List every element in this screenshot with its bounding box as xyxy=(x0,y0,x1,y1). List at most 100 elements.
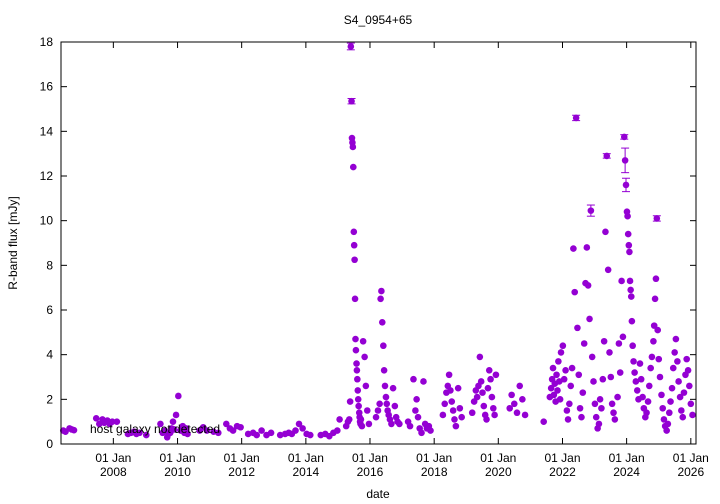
data-point xyxy=(427,427,434,434)
data-point xyxy=(480,402,488,410)
data-point xyxy=(683,355,690,363)
data-point xyxy=(357,416,365,423)
data-point xyxy=(615,340,623,347)
data-point xyxy=(476,353,484,361)
data-point xyxy=(560,375,568,383)
data-point xyxy=(675,378,682,385)
data-point xyxy=(142,431,150,439)
data-point xyxy=(632,378,640,385)
data-point xyxy=(184,430,191,438)
data-point xyxy=(383,400,391,408)
chart-annotation: host galaxy not detected xyxy=(90,422,220,436)
data-point xyxy=(616,369,624,376)
x-tick-label-year: 2010 xyxy=(164,465,191,479)
data-point xyxy=(477,378,485,385)
data-point xyxy=(553,371,560,379)
data-point xyxy=(483,416,490,423)
data-point xyxy=(513,409,521,417)
data-point xyxy=(222,420,230,428)
data-point xyxy=(626,248,633,256)
data-point xyxy=(672,335,680,343)
y-tick-label: 10 xyxy=(40,214,54,228)
x-tick-label-year: 2024 xyxy=(613,465,640,479)
data-point xyxy=(584,282,592,289)
data-point xyxy=(687,400,695,408)
data-point xyxy=(157,420,164,428)
data-point xyxy=(600,337,608,345)
x-tick-label-year: 2018 xyxy=(421,465,448,479)
data-point xyxy=(229,427,237,434)
data-point xyxy=(458,413,465,421)
x-tick-label-day: 01 Jan xyxy=(288,451,324,465)
x-tick-label-day: 01 Jan xyxy=(160,451,196,465)
data-point xyxy=(684,367,692,374)
data-point xyxy=(676,393,684,401)
data-point xyxy=(686,382,693,390)
data-point xyxy=(631,369,638,376)
data-point xyxy=(354,396,362,403)
data-point xyxy=(354,375,361,383)
data-point xyxy=(659,404,667,412)
data-point xyxy=(510,400,518,408)
data-point xyxy=(336,416,343,423)
data-point xyxy=(414,413,422,421)
data-point xyxy=(358,422,366,430)
data-point xyxy=(658,391,665,399)
data-point xyxy=(349,143,357,151)
data-point xyxy=(381,382,389,390)
data-point xyxy=(488,393,496,401)
data-point xyxy=(648,353,656,361)
data-point xyxy=(671,349,678,356)
data-point xyxy=(566,400,573,408)
data-point xyxy=(388,420,395,428)
data-point xyxy=(583,244,591,251)
data-point xyxy=(564,416,572,423)
data-point xyxy=(347,43,355,50)
data-point xyxy=(352,346,360,354)
data-point xyxy=(295,420,303,428)
data-point xyxy=(576,404,584,412)
x-tick-label-year: 2020 xyxy=(485,465,512,479)
data-point xyxy=(485,367,493,374)
data-point xyxy=(680,389,688,396)
data-point xyxy=(652,275,660,283)
data-point xyxy=(607,373,615,381)
data-point xyxy=(456,404,464,412)
data-point xyxy=(654,326,662,334)
data-point xyxy=(484,384,492,392)
data-point xyxy=(413,396,420,403)
x-tick-label-day: 01 Jan xyxy=(544,451,580,465)
data-points xyxy=(59,42,696,441)
data-point xyxy=(353,367,361,374)
data-point xyxy=(644,398,652,405)
data-point xyxy=(258,427,265,434)
data-point xyxy=(519,396,526,403)
data-point xyxy=(108,418,116,425)
data-point xyxy=(355,402,362,410)
data-point xyxy=(237,423,244,431)
data-point xyxy=(588,353,596,361)
data-point xyxy=(578,413,585,421)
y-tick-label: 0 xyxy=(46,437,53,451)
data-point xyxy=(626,277,634,285)
data-point xyxy=(554,387,561,394)
data-point xyxy=(489,404,497,412)
data-point xyxy=(451,416,458,423)
data-point xyxy=(391,402,399,410)
data-point xyxy=(603,152,611,160)
data-point xyxy=(334,427,341,434)
data-point xyxy=(608,400,616,408)
y-axis-ticks: 0 2 4 6 8 10 12 14 16 18 xyxy=(40,35,696,451)
data-point xyxy=(587,207,595,214)
x-axis-label: date xyxy=(366,487,390,501)
data-point xyxy=(656,373,664,381)
data-point xyxy=(624,230,632,238)
data-point xyxy=(651,295,659,303)
y-tick-label: 4 xyxy=(46,348,53,362)
data-point xyxy=(636,360,644,367)
data-point xyxy=(378,287,385,295)
data-point xyxy=(253,431,260,439)
x-tick-label-day: 01 Jan xyxy=(224,451,260,465)
data-point xyxy=(396,420,403,428)
data-point xyxy=(679,413,687,421)
